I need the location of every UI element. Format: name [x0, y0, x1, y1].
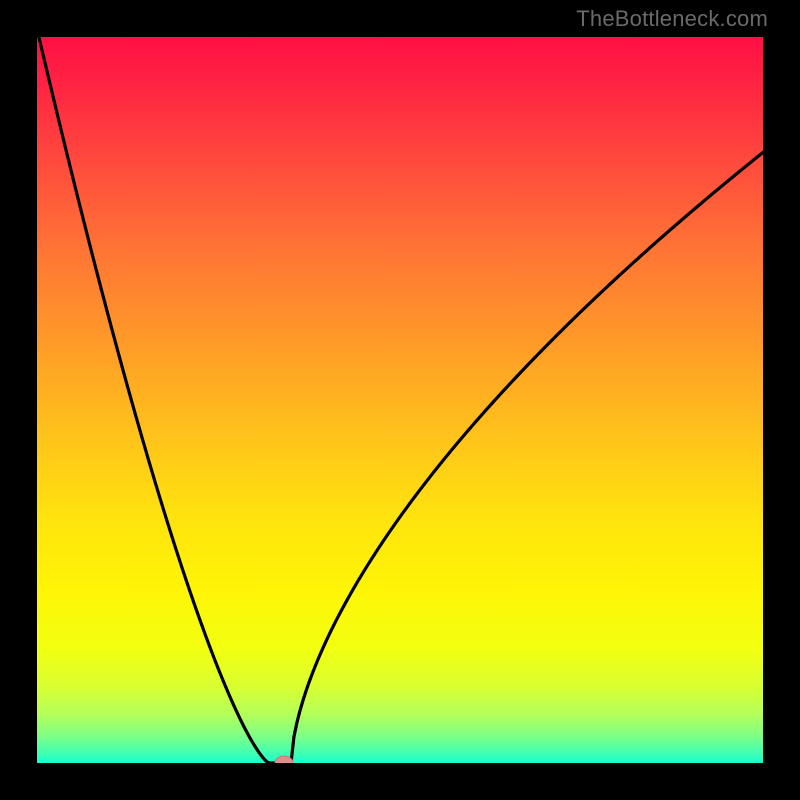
bottleneck-chart: TheBottleneck.com	[0, 0, 800, 800]
plot-border	[34, 34, 766, 766]
watermark-text: TheBottleneck.com	[576, 6, 768, 32]
